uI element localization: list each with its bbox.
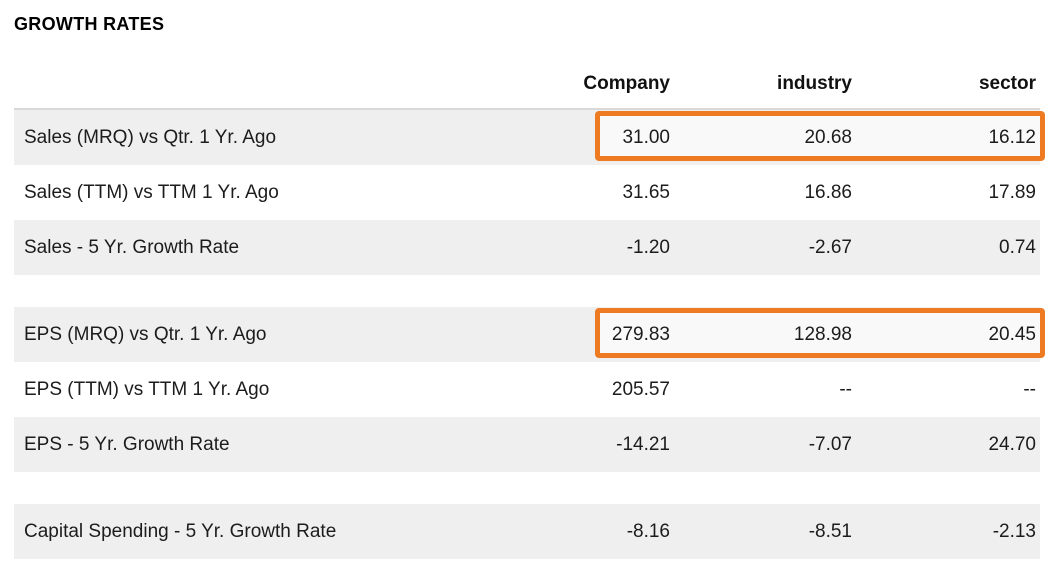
growth-rates-panel: GROWTH RATES Company industry sector Sal… — [14, 14, 1045, 559]
table-row-eps-mrq: EPS (MRQ) vs Qtr. 1 Yr. Ago 279.83 128.9… — [14, 307, 1045, 362]
value-company: -1.20 — [626, 236, 670, 258]
table-header-row: Company industry sector — [14, 65, 1040, 95]
page-title: GROWTH RATES — [14, 14, 165, 34]
value-industry: -- — [839, 378, 852, 400]
sales-group: Sales (MRQ) vs Qtr. 1 Yr. Ago 31.00 20.6… — [14, 110, 1045, 275]
value-sector: 24.70 — [988, 433, 1036, 455]
column-header-sector: sector — [978, 73, 1036, 94]
table-row-sales-ttm: Sales (TTM) vs TTM 1 Yr. Ago 31.65 16.86… — [14, 165, 1040, 220]
table-row-eps-ttm: EPS (TTM) vs TTM 1 Yr. Ago 205.57 -- -- — [14, 362, 1040, 417]
value-sector: 16.12 — [988, 126, 1036, 148]
row-label: EPS (TTM) vs TTM 1 Yr. Ago — [24, 378, 270, 400]
value-industry: -2.67 — [808, 236, 852, 258]
row-label: Sales - 5 Yr. Growth Rate — [24, 236, 240, 258]
value-industry: 128.98 — [793, 323, 852, 345]
value-sector: -2.13 — [992, 520, 1036, 542]
row-label: EPS (MRQ) vs Qtr. 1 Yr. Ago — [24, 323, 267, 345]
value-sector: -- — [1023, 378, 1036, 400]
table-row-sales-mrq: Sales (MRQ) vs Qtr. 1 Yr. Ago 31.00 20.6… — [14, 110, 1045, 165]
value-sector: 17.89 — [988, 181, 1036, 203]
table-row-capital-spending-5yr: Capital Spending - 5 Yr. Growth Rate -8.… — [14, 504, 1040, 559]
value-industry: 20.68 — [804, 126, 852, 148]
row-label: EPS - 5 Yr. Growth Rate — [24, 433, 230, 455]
value-sector: 20.45 — [988, 323, 1036, 345]
capital-spending-group: Capital Spending - 5 Yr. Growth Rate -8.… — [14, 504, 1040, 559]
table-row-eps-5yr: EPS - 5 Yr. Growth Rate -14.21 -7.07 24.… — [14, 417, 1040, 472]
row-label: Capital Spending - 5 Yr. Growth Rate — [24, 520, 337, 542]
value-company: -14.21 — [616, 433, 670, 455]
value-company: 31.00 — [622, 126, 670, 148]
eps-group: EPS (MRQ) vs Qtr. 1 Yr. Ago 279.83 128.9… — [14, 307, 1045, 472]
value-industry: -8.51 — [808, 520, 852, 542]
value-sector: 0.74 — [999, 236, 1036, 258]
value-company: -8.16 — [626, 520, 670, 542]
value-company: 279.83 — [611, 323, 670, 345]
growth-rates-table: Company industry sector Sales (MRQ) vs Q… — [14, 65, 1045, 559]
value-industry: -7.07 — [808, 433, 852, 455]
highlight-box-sales-mrq — [595, 111, 1045, 161]
column-header-company: Company — [583, 73, 670, 94]
row-label: Sales (TTM) vs TTM 1 Yr. Ago — [24, 181, 279, 203]
row-label: Sales (MRQ) vs Qtr. 1 Yr. Ago — [24, 126, 277, 148]
header-divider — [14, 108, 1040, 110]
highlight-box-eps-mrq — [595, 308, 1045, 358]
value-company: 31.65 — [622, 181, 670, 203]
table-row-sales-5yr: Sales - 5 Yr. Growth Rate -1.20 -2.67 0.… — [14, 220, 1040, 275]
value-company: 205.57 — [611, 378, 670, 400]
value-industry: 16.86 — [804, 181, 852, 203]
column-header-industry: industry — [777, 73, 852, 94]
